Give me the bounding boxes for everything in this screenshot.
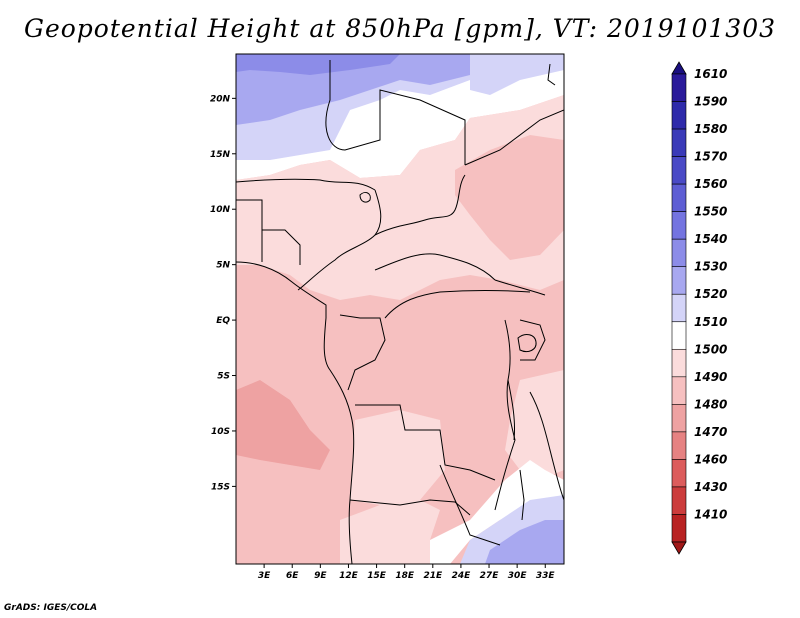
colorbar-swatch [671, 101, 687, 130]
border-east-lakes [519, 319, 546, 361]
colorbar-swatch [671, 293, 687, 323]
colorbar-label: 1500 [694, 342, 727, 356]
border-tanzania [529, 391, 564, 501]
colorbar-swatch [671, 431, 687, 460]
field-region-1540-north [236, 54, 400, 75]
colorbar-label: 1410 [694, 507, 727, 521]
lake-victoria [517, 334, 537, 353]
lat-tick-label: 15S [211, 482, 230, 492]
colorbar-swatch [671, 211, 687, 240]
colorbar-swatch [671, 73, 687, 102]
colorbar-swatch [671, 514, 687, 543]
colorbar-label: 1510 [694, 315, 727, 329]
latitude-axis: 20N 15N 10N 5N EQ 5S 10S 15S [210, 94, 236, 492]
field-region-1500-central [236, 95, 564, 300]
colorbar-swatch [671, 486, 687, 515]
coastlines-borders [236, 60, 564, 564]
field-region-1490-sudan [455, 135, 564, 260]
border-sudan [464, 109, 564, 166]
colorbar-label: 1570 [694, 150, 727, 164]
colorbar-label: 1610 [694, 67, 727, 81]
colorbar-label: 1530 [694, 260, 727, 274]
colorbar-label: 1580 [694, 122, 727, 136]
lake-chad [359, 192, 371, 203]
border-drc-north [384, 290, 531, 319]
colorbar-top-cap [671, 61, 687, 75]
lat-tick-label: 15N [210, 150, 231, 160]
field-region-1500-angola [350, 410, 445, 505]
grads-credit: GrADS: IGES/COLA [4, 603, 98, 613]
colorbar-swatch [671, 266, 687, 295]
border-chad-car [374, 174, 466, 236]
lon-tick-label: 24E [452, 571, 472, 581]
border-zambia-south [439, 464, 501, 546]
colorbar-label: 1550 [694, 205, 727, 219]
lon-tick-label: 6E [286, 571, 299, 581]
lat-tick-label: 5N [216, 261, 230, 271]
border-angola-namibia [349, 499, 471, 516]
colorbar: 1610 1590 1580 1570 1560 1550 1540 1530 1520 1510… [671, 61, 727, 555]
lat-tick-label: 10S [211, 427, 230, 437]
border-car-south [374, 253, 496, 281]
field-region-1500-southeast [505, 370, 564, 480]
height-field [236, 54, 564, 564]
border-west-1 [236, 199, 263, 230]
lon-tick-label: 9E [314, 571, 327, 581]
colorbar-swatch [671, 376, 687, 405]
colorbar-label: 1480 [694, 397, 727, 411]
colorbar-swatch [671, 238, 687, 268]
colorbar-swatch [671, 183, 687, 212]
colorbar-label: 1490 [694, 370, 727, 384]
field-region-1480-atlantic [236, 380, 330, 470]
border-drc-east [494, 319, 516, 511]
colorbar-label: 1590 [694, 95, 727, 109]
colorbar-label: 1430 [694, 480, 727, 494]
lake-tanganyika [507, 379, 515, 441]
lon-tick-label: 21E [423, 571, 443, 581]
border-drc-south [355, 404, 496, 481]
colorbar-label: 1460 [694, 452, 727, 466]
map-frame [235, 53, 565, 565]
colorbar-label: 1470 [694, 425, 727, 439]
colorbar-label: 1560 [694, 177, 727, 191]
colorbar-swatch [671, 321, 687, 350]
colorbar-swatch [671, 459, 687, 488]
colorbar-swatch [671, 128, 687, 157]
lake-malawi [519, 469, 525, 521]
colorbar-label: 1520 [694, 287, 727, 301]
field-region-1510-south [430, 460, 564, 564]
colorbar-label: 1540 [694, 232, 727, 246]
colorbar-bottom-cap [671, 541, 687, 555]
lon-tick-label: 12E [339, 571, 359, 581]
field-region-1530-southeast [485, 520, 564, 564]
border-central-1 [297, 189, 382, 291]
border-sahel-line [236, 178, 376, 191]
lon-tick-label: 30E [508, 571, 528, 581]
lat-tick-label: 5S [217, 372, 230, 382]
field-region-1500-south [340, 500, 440, 564]
lon-tick-label: 33E [536, 571, 556, 581]
border-drc-west [339, 314, 386, 391]
colorbar-swatch [671, 156, 687, 185]
map-title: Geopotential Height at 850hPa [gpm], VT:… [23, 14, 777, 43]
longitude-axis: 3E 6E 9E 12E 15E 18E 21E 24E 27E 30E 33E [258, 564, 556, 581]
nile-east-border [547, 63, 556, 86]
colorbar-swatch [671, 404, 687, 433]
border-libya-chad [325, 60, 466, 165]
lon-tick-label: 3E [258, 571, 271, 581]
lat-tick-label: 10N [210, 205, 231, 215]
lon-tick-label: 27E [480, 571, 500, 581]
lat-tick-label: EQ [216, 316, 230, 326]
lat-tick-label: 20N [210, 94, 231, 104]
border-south-sudan [494, 279, 546, 296]
lon-tick-label: 18E [395, 571, 415, 581]
field-region-1520-northeast [470, 54, 564, 95]
lon-tick-label: 15E [367, 571, 387, 581]
colorbar-swatch [671, 348, 687, 378]
